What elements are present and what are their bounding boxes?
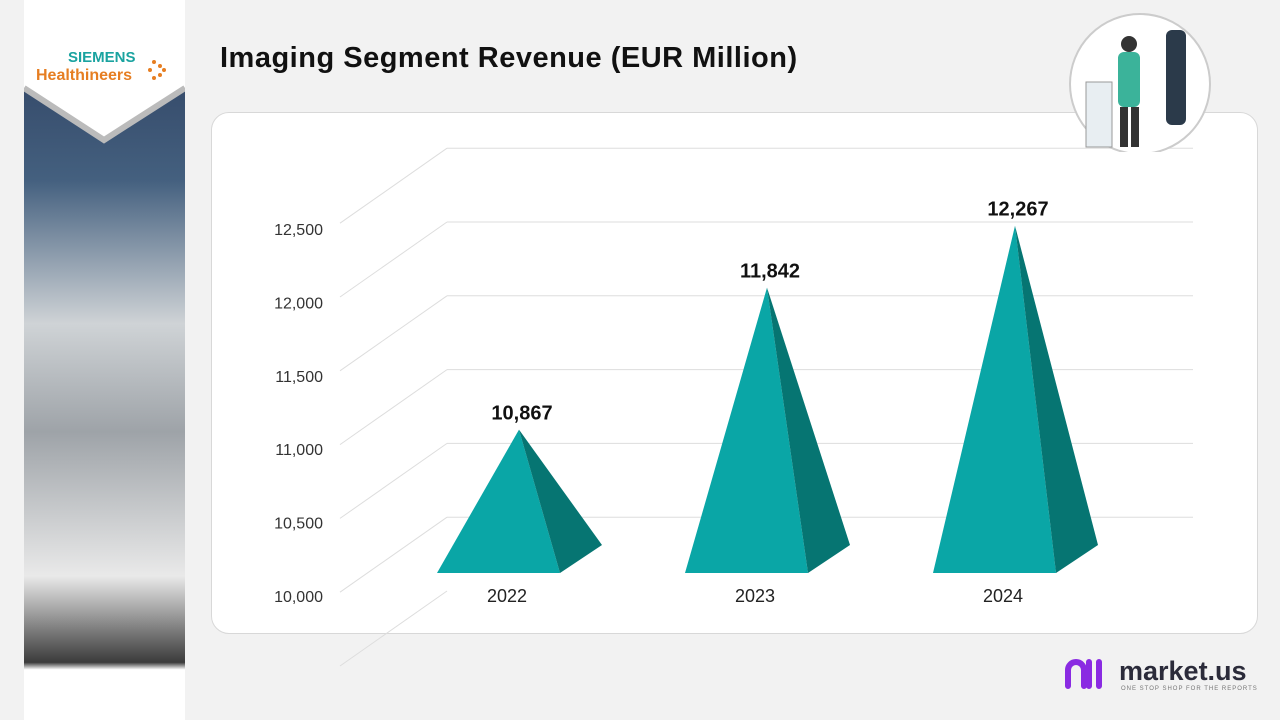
gridline-depth — [339, 516, 448, 593]
y-tick-label: 12,000 — [274, 295, 323, 312]
gridline-depth — [339, 295, 448, 372]
logo-panel: SIEMENS Healthineers — [24, 0, 185, 144]
y-tick-label: 11,000 — [275, 442, 323, 459]
y-tick-label: 11,500 — [275, 369, 323, 386]
brand-name: market.us — [1119, 656, 1247, 686]
market-us-logo: market.us ONE STOP SHOP FOR THE REPORTS — [1063, 656, 1257, 697]
x-tick-label: 2023 — [735, 586, 775, 606]
x-tick-label: 2022 — [487, 586, 527, 606]
page-title: Imaging Segment Revenue (EUR Million) — [220, 42, 798, 74]
pyramid-side-face — [1015, 225, 1098, 573]
logo-dots-icon — [148, 60, 166, 80]
y-tick-label: 10,000 — [274, 589, 323, 606]
logo-siemens: SIEMENS — [68, 49, 136, 66]
brand-tagline: ONE STOP SHOP FOR THE REPORTS — [1121, 686, 1258, 692]
y-tick-label: 10,500 — [274, 516, 323, 533]
data-label: 11,842 — [740, 261, 800, 283]
gridline-depth — [339, 590, 448, 667]
pyramid-side-face — [767, 287, 850, 573]
gridline-depth — [339, 369, 448, 446]
gridline-depth — [339, 221, 448, 298]
gridline-depth — [339, 147, 448, 224]
y-tick-label: 12,500 — [274, 222, 323, 239]
pyramid-side-face — [519, 429, 602, 573]
market-us-mark-icon — [1065, 659, 1102, 689]
illustration-doctor-icon — [1069, 13, 1211, 188]
gridline-depth — [339, 442, 448, 519]
data-label: 10,867 — [491, 403, 552, 425]
data-label: 12,267 — [987, 199, 1048, 221]
pyramid-front-face — [933, 225, 1056, 573]
x-tick-label: 2024 — [983, 586, 1023, 606]
logo-healthineers: Healthineers — [36, 67, 132, 84]
